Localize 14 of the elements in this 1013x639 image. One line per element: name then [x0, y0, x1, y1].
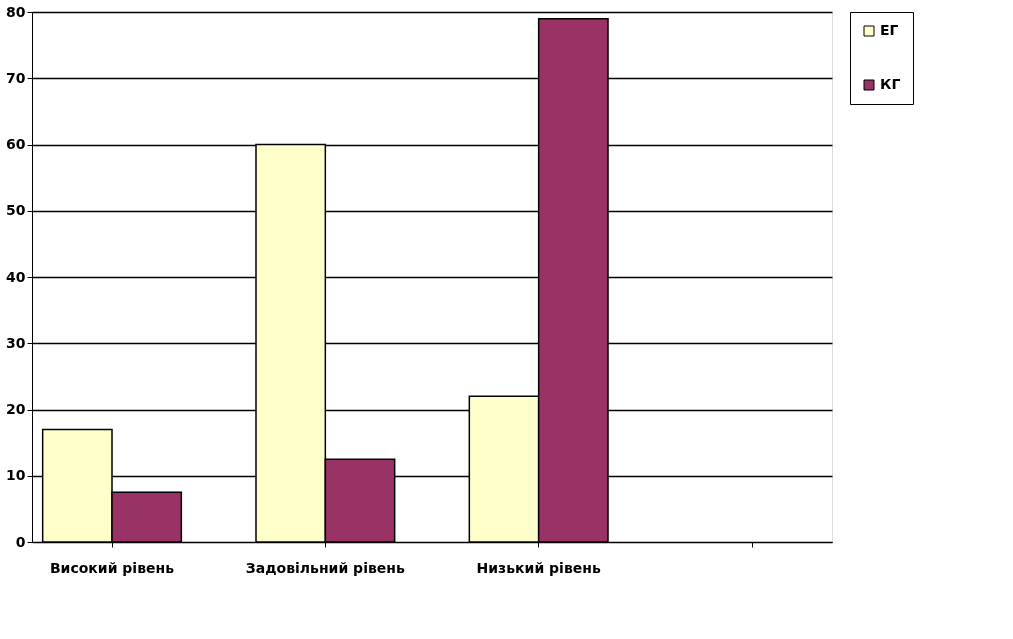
legend-label: КГ	[880, 76, 901, 92]
legend-label: ЕГ	[880, 22, 899, 38]
y-tick-label: 10	[6, 467, 26, 484]
x-tick-label: Низький рівень	[476, 559, 601, 576]
y-tick-label: 80	[6, 3, 26, 20]
y-tick-label: 70	[6, 69, 26, 86]
x-tick-label: Високий рівень	[49, 559, 175, 576]
y-tick-label: 40	[6, 268, 26, 285]
y-tick-label: 30	[6, 334, 26, 351]
y-tick-label: 0	[15, 533, 26, 550]
y-tick-label: 20	[6, 401, 26, 417]
y-tick-label: 60	[6, 136, 26, 152]
x-tick-label: Задовільний рівень	[245, 559, 405, 576]
y-tick-label: 50	[6, 202, 26, 219]
